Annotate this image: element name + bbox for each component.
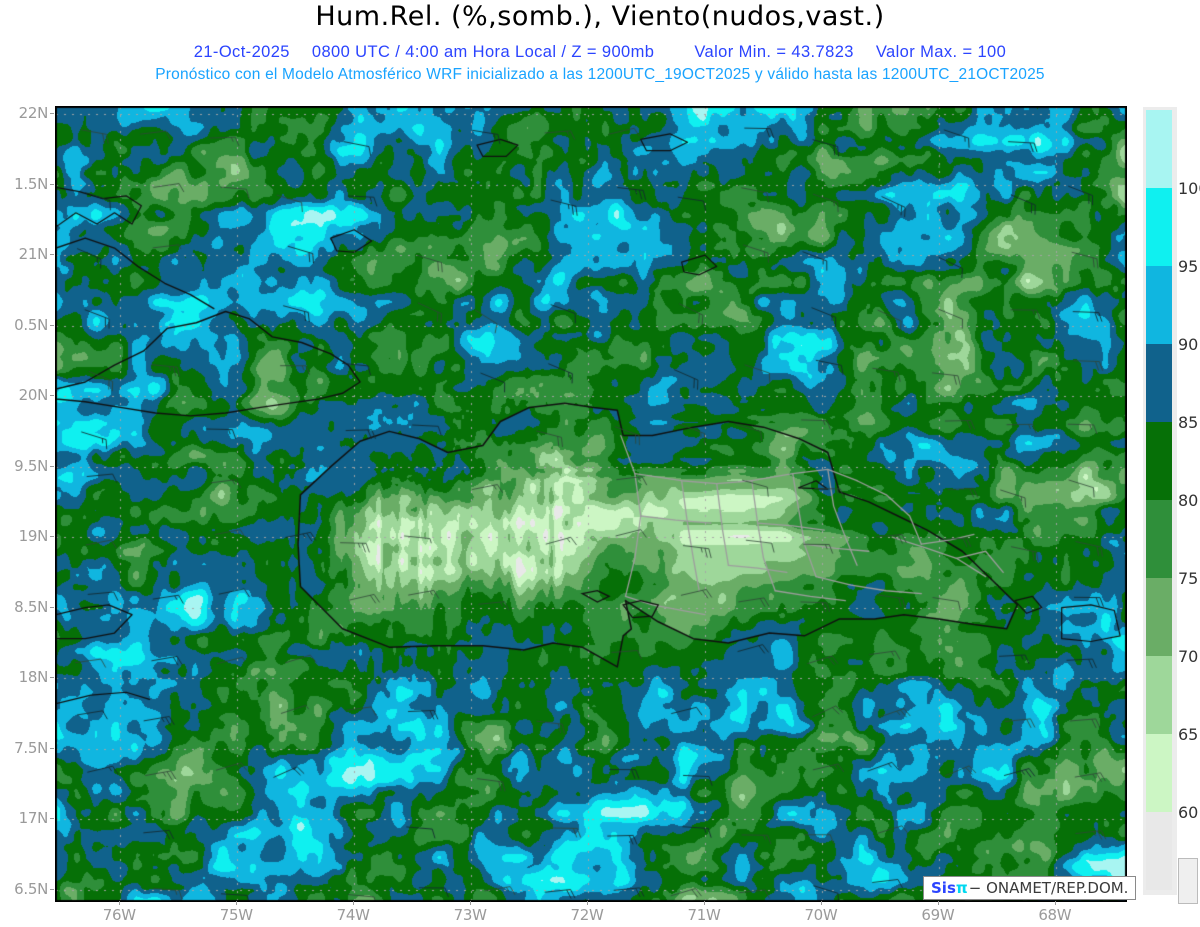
x-axis-tick-mark [587,901,589,905]
x-axis-tick-label: 76W [102,906,136,924]
colorbar-tick-label: 90 [1178,335,1199,354]
y-axis-tick-mark [50,818,54,820]
page-title: Hum.Rel. (%,somb.), Viento(nudos,vast.) [315,1,885,32]
colorbar-segment [1146,812,1172,890]
y-axis-tick-label: 0.5N [14,315,48,334]
y-axis-tick-mark [50,183,54,185]
x-axis-tick-label: 70W [804,906,838,924]
colorbar-segment [1146,500,1172,578]
y-axis-tick-mark [50,465,54,467]
value-min: Valor Min. = 43.7823 [694,43,854,61]
colorbar-segment [1146,656,1172,734]
x-axis-tick-mark [353,901,355,905]
colorbar-tick-label: 80 [1178,491,1199,510]
weather-map-plot[interactable] [55,106,1127,902]
x-axis-tick-label: 74W [336,906,370,924]
y-axis-tick-label: 6.5N [14,879,48,898]
x-axis-tick-label: 71W [687,906,721,924]
colorbar-segment [1146,266,1172,344]
run-time: 0800 UTC [311,43,391,61]
colorbar [1146,110,1172,890]
y-axis-tick-label: 18N [18,668,49,687]
x-axis-tick-label: 72W [570,906,604,924]
x-axis-tick-mark [119,901,121,905]
y-axis-tick-mark [50,536,54,538]
logo-pi-icon: π [955,879,968,897]
y-axis-tick-label: 19N [18,527,49,546]
subtitle-line-1: 21-Oct-2025 0800 UTC / 4:00 am Hora Local… [193,43,1007,61]
logo-org-text: − ONAMET/REP.DOM. [968,879,1129,897]
value-max: Valor Max. = 100 [875,43,1007,61]
logo-sis-text: Sis [931,879,956,897]
x-axis-tick-label: 68W [1038,906,1072,924]
x-axis-tick-mark [704,901,706,905]
colorbar-segment [1146,344,1172,422]
y-axis-tick-mark [50,888,54,890]
y-axis-tick-label: 7.5N [14,738,48,757]
subtitle-line-2: Pronóstico con el Modelo Atmosférico WRF… [155,66,1045,83]
y-axis-tick-mark [50,606,54,608]
x-axis-tick-label: 69W [921,906,955,924]
forecast-date: 21-Oct-2025 [193,43,290,61]
colorbar-segment [1146,110,1172,188]
y-axis-tick-mark [50,677,54,679]
y-axis-tick-label: 1.5N [14,174,48,193]
y-axis-tick-mark [50,113,54,115]
x-axis-tick-label: 75W [219,906,253,924]
y-axis-tick-mark [50,747,54,749]
x-axis-tick-mark [820,901,822,905]
level-label: Z = 900mb [571,43,655,61]
local-time: 4:00 am Hora Local [405,43,557,61]
y-axis-tick-label: 21N [18,245,49,264]
coastline-and-windbarb-canvas [56,107,1126,901]
attribution-badge: Sis π − ONAMET/REP.DOM. [923,876,1137,900]
y-axis-tick-label: 9.5N [14,456,48,475]
y-axis-tick-label: 22N [18,104,49,123]
y-axis-tick-mark [50,324,54,326]
colorbar-tick-label: 75 [1178,569,1199,588]
colorbar-tick-label: 85 [1178,413,1199,432]
x-axis-tick-mark [236,901,238,905]
y-axis-tick-label: 17N [18,809,49,828]
x-axis-tick-mark [470,901,472,905]
y-axis-tick-mark [50,395,54,397]
scroll-gutter[interactable] [1178,858,1198,904]
x-axis-tick-label: 73W [453,906,487,924]
colorbar-tick-label: 100 [1178,179,1200,198]
colorbar-segment [1146,578,1172,656]
x-axis-tick-mark [937,901,939,905]
colorbar-tick-label: 95 [1178,257,1199,276]
colorbar-segment [1146,188,1172,266]
x-axis-tick-mark [1054,901,1056,905]
colorbar-tick-label: 65 [1178,725,1199,744]
colorbar-tick-label: 60 [1178,803,1199,822]
colorbar-segment [1146,422,1172,500]
colorbar-segment [1146,734,1172,812]
y-axis-tick-label: 8.5N [14,597,48,616]
colorbar-tick-label: 70 [1178,647,1199,666]
y-axis-tick-label: 20N [18,386,49,405]
y-axis-tick-mark [50,254,54,256]
